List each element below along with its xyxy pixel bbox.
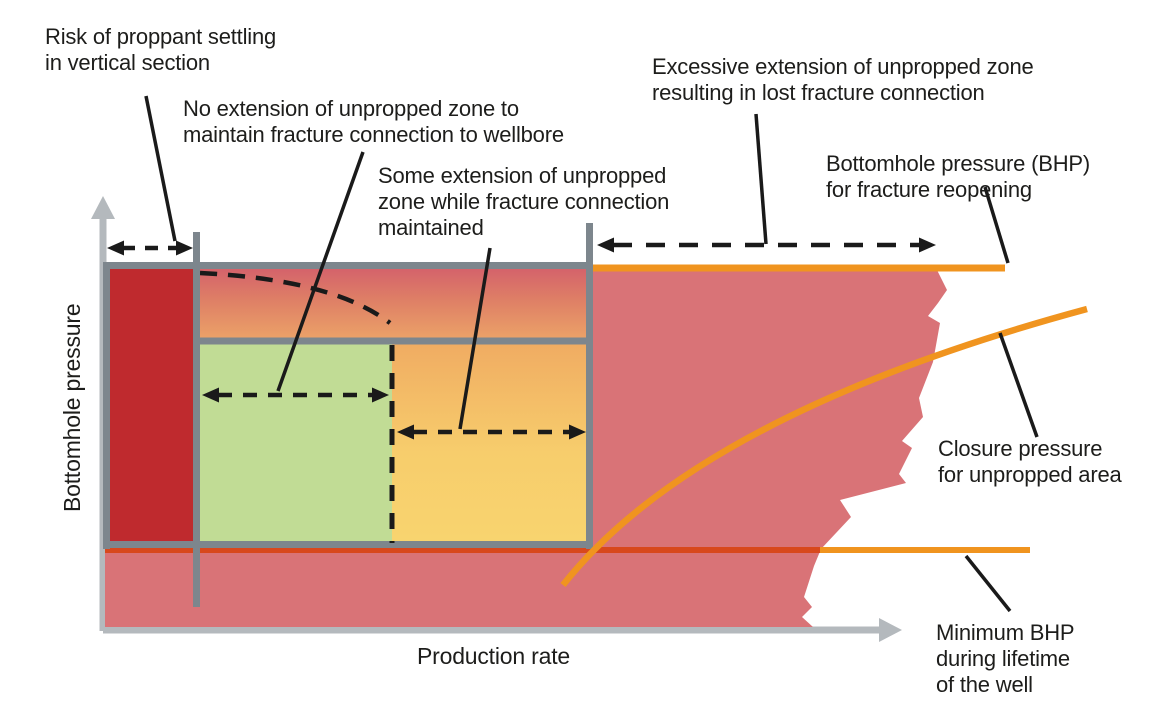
- label-line: No extension of unpropped zone to: [183, 96, 519, 121]
- bhp-reopening-leader-line: [983, 186, 1010, 264]
- label-line: Some extension of unpropped: [378, 163, 667, 188]
- excessive-zone-area: [105, 270, 947, 627]
- excessive-extension-label: Excessive extension of unpropped zone re…: [652, 54, 1034, 106]
- band-dashed-curve: [199, 270, 392, 325]
- label-line: during lifetime: [936, 646, 1070, 671]
- label-line: maintain fracture connection to wellbore: [183, 122, 564, 147]
- some-extension-leader-line: [458, 247, 492, 430]
- label-line: for fracture reopening: [826, 177, 1032, 202]
- proppant-settling-zone-area: [105, 268, 197, 543]
- label-line: Risk of proppant settling: [45, 24, 277, 49]
- x-axis-title: Production rate: [417, 643, 570, 669]
- yellow-zone-area: [392, 341, 590, 543]
- label-line: maintained: [378, 215, 484, 240]
- x-axis-arrowhead-icon: [879, 618, 902, 642]
- some-extension-label: Some extension of unpropped zone while f…: [378, 163, 669, 241]
- closure-pressure-leader-line: [998, 332, 1039, 438]
- green-zone-area: [200, 341, 392, 543]
- y-axis-arrowhead-icon: [91, 196, 115, 219]
- closure-pressure-label: Closure pressure for unpropped area: [938, 436, 1122, 488]
- bhp-fracture-reopening-label: Bottomhole pressure (BHP) for fracture r…: [826, 151, 1090, 203]
- risk-of-proppant-settling-label: Risk of proppant settling in vertical se…: [45, 24, 276, 76]
- label-line: Bottomhole pressure (BHP): [826, 151, 1090, 176]
- no-extension-leader-line: [276, 151, 365, 392]
- label-line: Minimum BHP: [936, 620, 1075, 645]
- label-line: of the well: [936, 672, 1033, 697]
- label-line: for unpropped area: [938, 462, 1122, 487]
- no-extension-label: No extension of unpropped zone to mainta…: [183, 96, 564, 148]
- some-extension-range-arrow: [397, 424, 586, 440]
- label-line: zone while fracture connection: [378, 189, 670, 214]
- min-bhp-label: Minimum BHP during lifetime of the well: [936, 620, 1075, 698]
- label-line: resulting in lost fracture connection: [652, 80, 985, 105]
- min-bhp-leader-line: [964, 554, 1012, 613]
- y-axis-title: Bottomhole pressure: [59, 303, 85, 512]
- label-line: in vertical section: [45, 50, 210, 75]
- no-extension-range-arrow: [202, 387, 389, 403]
- risk-leader-line: [144, 95, 177, 242]
- label-line: Excessive extension of unpropped zone: [652, 54, 1034, 79]
- excessive-leader-line: [754, 113, 768, 245]
- risk-range-arrow: [107, 240, 193, 256]
- excessive-range-arrow: [597, 237, 936, 253]
- label-line: Closure pressure: [938, 436, 1103, 461]
